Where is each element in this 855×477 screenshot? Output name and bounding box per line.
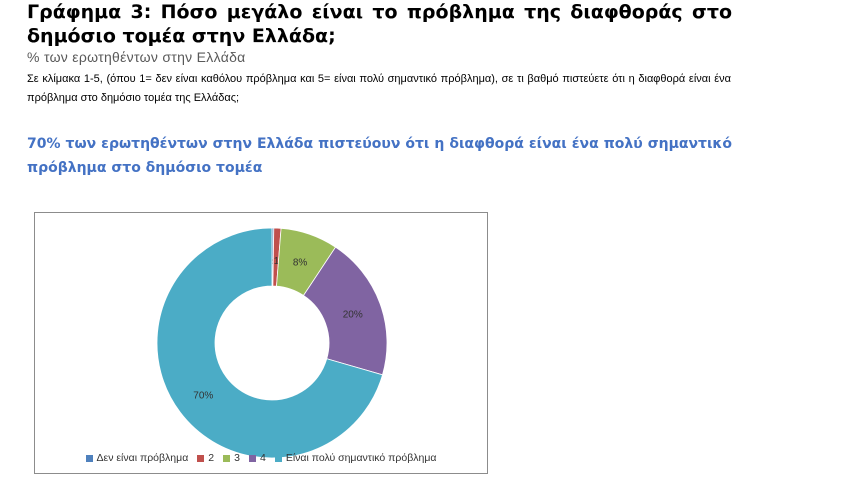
legend-swatch xyxy=(274,454,282,462)
legend-swatch xyxy=(248,454,256,462)
legend-item-3: 3 xyxy=(223,452,240,464)
data-label-5: 70% xyxy=(193,391,213,402)
legend-swatch xyxy=(197,454,205,462)
legend-item-5: Είναι πολύ σημαντικό πρόβλημα xyxy=(274,452,437,464)
chart-subtitle: % των ερωτηθέντων στην Ελλάδα xyxy=(27,49,246,65)
donut-slice-4 xyxy=(302,246,388,376)
legend-item-4: 4 xyxy=(248,452,266,464)
chart-legend: Δεν είναι πρόβλημα 2 3 4 Είναι πολύ σημαντικ… xyxy=(34,450,488,466)
data-label-3: 8% xyxy=(293,258,308,269)
legend-swatch xyxy=(85,454,93,462)
legend-swatch xyxy=(223,454,231,462)
legend-label: 4 xyxy=(259,452,266,464)
legend-label: Είναι πολύ σημαντικό πρόβλημα xyxy=(285,452,437,464)
legend-label: 2 xyxy=(208,452,215,464)
legend-item-1: Δεν είναι πρόβλημα xyxy=(85,452,189,464)
chart-area: 0%1%8%20%70% xyxy=(34,212,488,474)
legend-item-2: 2 xyxy=(197,452,214,464)
survey-question: Σε κλίμακα 1-5, (όπου 1= δεν είναι καθόλ… xyxy=(27,73,731,104)
donut-chart: 0%1%8%20%70% xyxy=(156,227,388,459)
legend-label: 3 xyxy=(234,452,240,464)
page-title: Γράφημα 3: Πόσο μεγάλο είναι το πρόβλημα… xyxy=(27,1,732,47)
key-finding: 70% των ερωτηθέντων στην Ελλάδα πιστεύου… xyxy=(27,136,732,176)
legend-label: Δεν είναι πρόβλημα xyxy=(96,452,189,464)
data-label-4: 20% xyxy=(343,309,363,320)
